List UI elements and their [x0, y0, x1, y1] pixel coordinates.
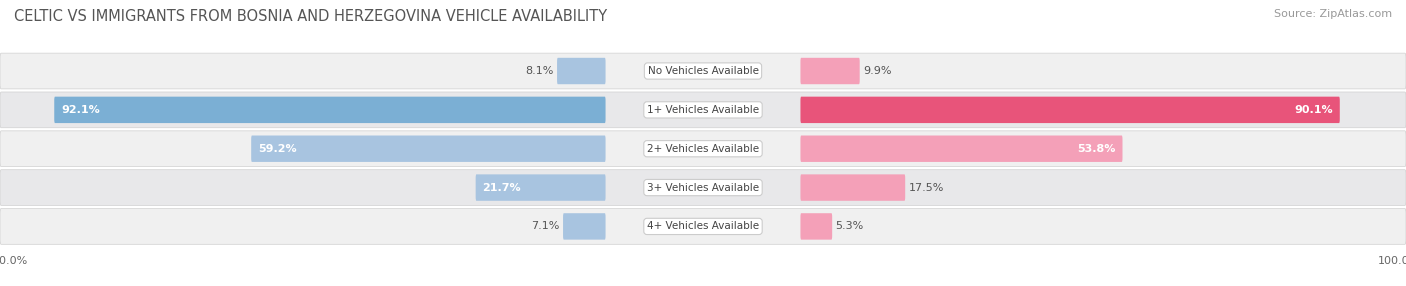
FancyBboxPatch shape [800, 97, 1340, 123]
Text: Source: ZipAtlas.com: Source: ZipAtlas.com [1274, 9, 1392, 19]
FancyBboxPatch shape [800, 213, 832, 240]
Text: CELTIC VS IMMIGRANTS FROM BOSNIA AND HERZEGOVINA VEHICLE AVAILABILITY: CELTIC VS IMMIGRANTS FROM BOSNIA AND HER… [14, 9, 607, 23]
Text: 59.2%: 59.2% [259, 144, 297, 154]
FancyBboxPatch shape [800, 58, 859, 84]
Text: 5.3%: 5.3% [835, 221, 863, 231]
FancyBboxPatch shape [0, 92, 1406, 128]
FancyBboxPatch shape [0, 131, 1406, 166]
FancyBboxPatch shape [475, 174, 606, 201]
Text: 53.8%: 53.8% [1077, 144, 1115, 154]
Text: 7.1%: 7.1% [531, 221, 560, 231]
Text: 17.5%: 17.5% [908, 182, 943, 192]
FancyBboxPatch shape [0, 53, 1406, 89]
FancyBboxPatch shape [800, 174, 905, 201]
Text: 21.7%: 21.7% [482, 182, 522, 192]
FancyBboxPatch shape [800, 136, 1122, 162]
Text: 2+ Vehicles Available: 2+ Vehicles Available [647, 144, 759, 154]
FancyBboxPatch shape [252, 136, 606, 162]
Text: No Vehicles Available: No Vehicles Available [648, 66, 758, 76]
Text: 3+ Vehicles Available: 3+ Vehicles Available [647, 182, 759, 192]
FancyBboxPatch shape [562, 213, 606, 240]
Text: 8.1%: 8.1% [526, 66, 554, 76]
Text: 9.9%: 9.9% [863, 66, 891, 76]
Text: 92.1%: 92.1% [62, 105, 100, 115]
Text: 90.1%: 90.1% [1294, 105, 1333, 115]
Text: 4+ Vehicles Available: 4+ Vehicles Available [647, 221, 759, 231]
FancyBboxPatch shape [557, 58, 606, 84]
Text: 1+ Vehicles Available: 1+ Vehicles Available [647, 105, 759, 115]
FancyBboxPatch shape [0, 208, 1406, 244]
FancyBboxPatch shape [55, 97, 606, 123]
FancyBboxPatch shape [0, 170, 1406, 205]
